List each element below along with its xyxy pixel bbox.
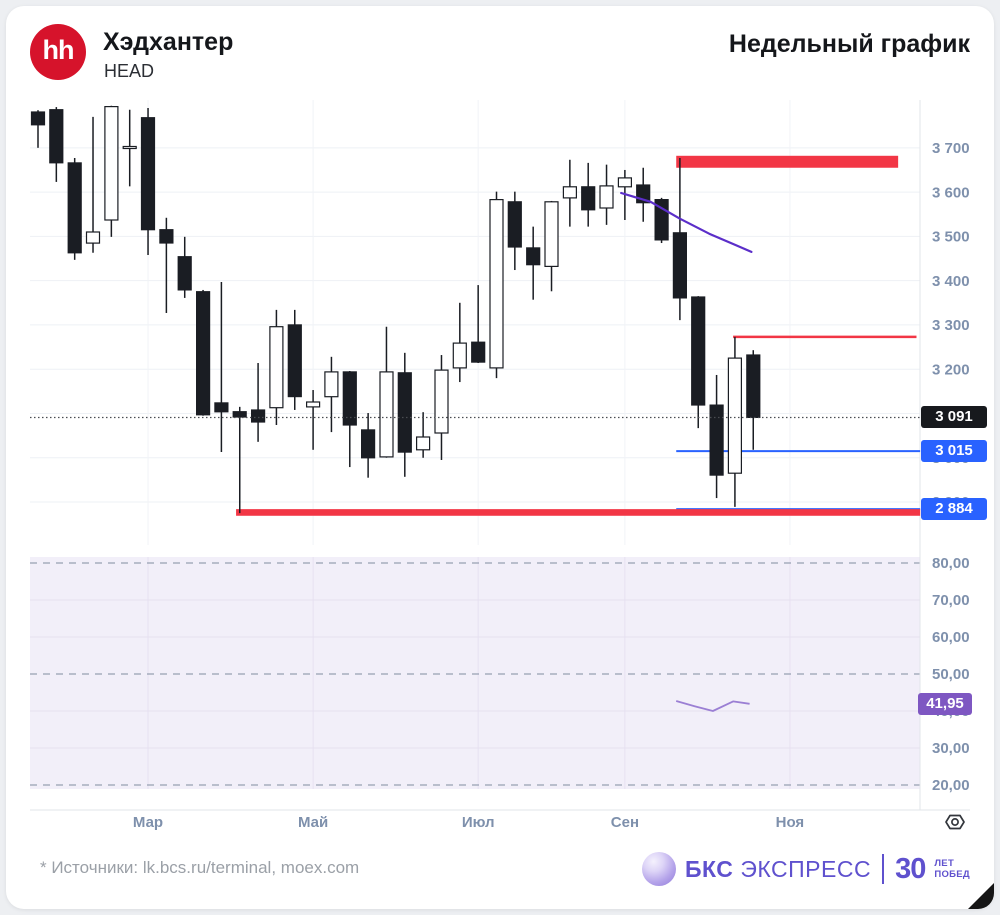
svg-text:20,00: 20,00 [932, 777, 970, 794]
svg-text:3 500: 3 500 [932, 229, 970, 246]
candle-body [727, 357, 743, 474]
candle-body [214, 402, 229, 413]
candle-body [67, 162, 82, 254]
svg-text:50,00: 50,00 [932, 666, 970, 683]
candle-body [691, 296, 706, 406]
candle-body [452, 342, 467, 369]
rsi-value-badge: 41,95 [918, 693, 972, 715]
candle-body [85, 231, 101, 244]
candle-body [324, 371, 339, 398]
candle-body [672, 232, 688, 299]
support-level-badge-3015: 3 015 [921, 440, 987, 462]
svg-text:Мар: Мар [133, 814, 163, 831]
bks-sphere-icon [641, 852, 676, 886]
bks-brand-bold: БКС [684, 855, 734, 882]
source-note: * Источники: lk.bcs.ru/terminal, moex.co… [40, 858, 360, 877]
svg-text:70,00: 70,00 [932, 592, 970, 609]
grid [30, 100, 970, 811]
eye-icon[interactable] [941, 810, 969, 834]
candle-body [177, 256, 192, 291]
candle-body [232, 411, 247, 418]
svg-text:30,00: 30,00 [932, 740, 970, 757]
candle-body [507, 201, 522, 248]
rsi-pane-background [30, 557, 920, 789]
bks-express-logo: БКС ЭКСПРЕСС 30 ЛЕТ ПОБЕД [641, 849, 970, 889]
candle-body [159, 229, 174, 244]
svg-text:3 700: 3 700 [932, 140, 970, 157]
candle-body [251, 409, 266, 423]
candlestick-series [30, 105, 761, 514]
candle-body [416, 436, 431, 451]
rsi-line [675, 700, 750, 712]
resistance-zone [676, 155, 899, 168]
candle-body [746, 354, 761, 419]
svg-text:3 300: 3 300 [932, 317, 970, 334]
candle-body [562, 186, 578, 199]
svg-text:3 200: 3 200 [932, 361, 970, 378]
svg-text:60,00: 60,00 [932, 629, 970, 646]
current-price-badge: 3 091 [921, 406, 987, 428]
candle-body [434, 369, 449, 434]
support-resistance-levels [236, 155, 921, 516]
svg-text:3 600: 3 600 [932, 184, 970, 201]
support-level-badge-2884: 2 884 [921, 498, 987, 520]
svg-text:80,00: 80,00 [932, 555, 970, 572]
candle-body [49, 109, 64, 164]
svg-text:Сен: Сен [611, 814, 639, 831]
candle-body [287, 324, 302, 398]
candle-body [544, 201, 559, 268]
bks-anniversary-line2: ПОБЕД [934, 869, 970, 880]
candle-body [397, 372, 412, 453]
candle-body [709, 404, 724, 476]
hh-logo-text: hh [42, 35, 75, 65]
instrument-ticker: HEAD [104, 61, 155, 81]
ma-line [620, 191, 753, 253]
candle-body [196, 291, 211, 416]
candle-body [104, 105, 119, 221]
bks-anniversary-number: 30 [895, 852, 926, 885]
bks-divider [882, 854, 885, 884]
candle-body [526, 247, 541, 266]
month-axis-labels: Мар Май Июл Сен Ноя [133, 814, 804, 831]
candle-body [489, 199, 504, 369]
candle-body [342, 371, 357, 426]
support-zone [236, 509, 921, 516]
svg-text:Май: Май [298, 814, 328, 831]
candle-body [269, 326, 284, 409]
svg-text:Ноя: Ноя [776, 814, 805, 831]
svg-text:Июл: Июл [462, 814, 495, 831]
candle-body [140, 117, 156, 231]
bks-brand-rest: ЭКСПРЕСС [740, 855, 872, 882]
candle-body [379, 371, 394, 458]
svg-text:3 400: 3 400 [932, 273, 970, 290]
candle-body [471, 341, 486, 363]
bks-anniversary-line1: ЛЕТ [934, 858, 955, 869]
bks-anniversary-text: ЛЕТ ПОБЕД [934, 858, 970, 880]
candle-body [617, 177, 633, 188]
hh-logo: hh [30, 24, 86, 80]
bks-brand-name: БКС ЭКСПРЕСС [685, 856, 871, 883]
candle-body [581, 186, 596, 211]
timeframe-title: Недельный график [728, 30, 970, 58]
candle-body [599, 185, 614, 209]
candle-body [306, 401, 321, 408]
candle-body [122, 145, 137, 150]
instrument-title: Хэдхантер [103, 28, 234, 56]
candle-body [30, 111, 46, 126]
candle-body [361, 429, 376, 459]
